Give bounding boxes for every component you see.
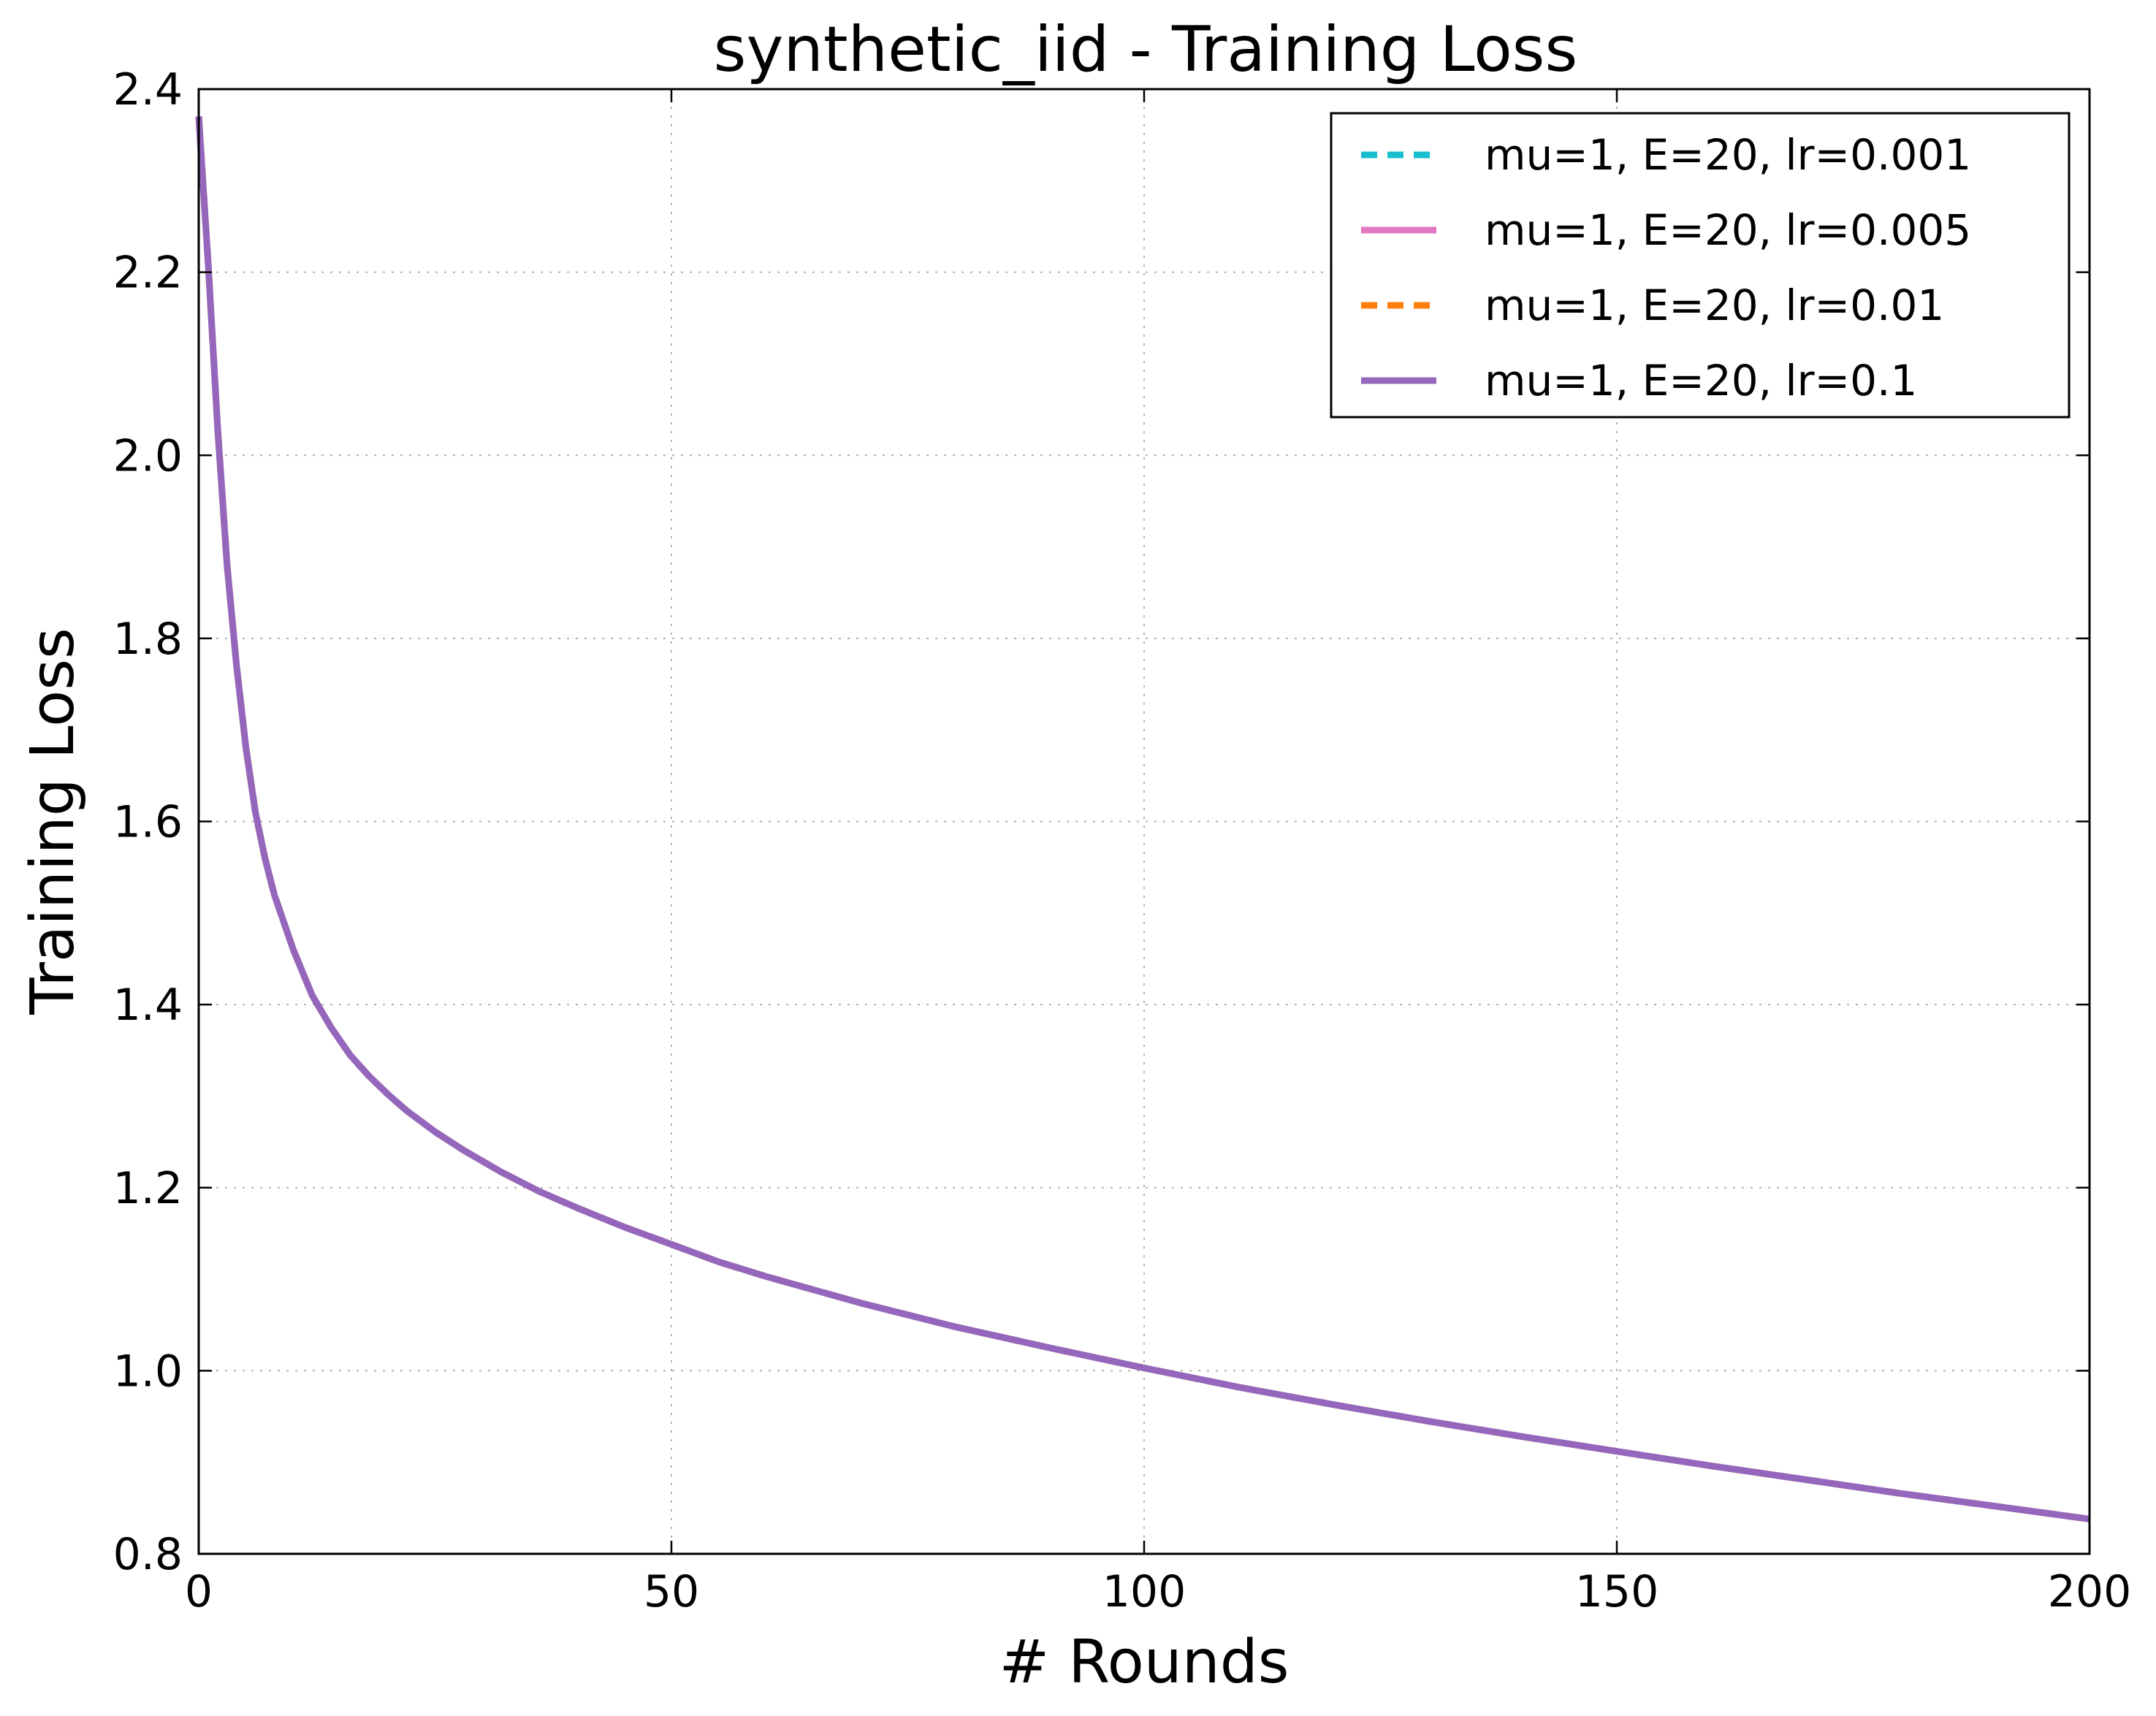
chart-title: synthetic_iid - Training Loss [714,13,1578,86]
legend-label-2: mu=1, E=20, lr=0.005 [1485,205,1971,255]
legend-label-3: mu=1, E=20, lr=0.01 [1485,281,1944,330]
x-tick-label: 0 [185,1566,213,1617]
legend: mu=1, E=20, lr=0.001 mu=1, E=20, lr=0.005… [1330,112,2071,419]
x-axis-label: # Rounds [999,1628,1290,1697]
y-tick-label: 1.8 [113,614,183,665]
x-tick-label: 200 [2048,1566,2132,1617]
legend-label-1: mu=1, E=20, lr=0.001 [1485,130,1971,180]
series-line-4 [195,116,2090,1522]
plot-series [195,116,2090,1522]
legend-box [1330,112,2071,419]
y-tick-label: 1.2 [113,1163,183,1214]
y-tick-label: 2.0 [113,430,183,481]
y-tick-label: 1.4 [113,980,183,1031]
y-tick-label: 2.4 [113,64,183,115]
y-tick-label: 1.6 [113,797,183,848]
legend-label-4: mu=1, E=20, lr=0.1 [1485,356,1917,405]
x-tick-label: 50 [644,1566,699,1617]
x-tick-label: 100 [1102,1566,1186,1617]
plot-frame [197,88,2091,1555]
axis-ticks: 0 50 100 150 200 0.8 1.0 1.2 1.4 1.6 1.8 2.0 2.2 2.4 [113,64,2132,1617]
x-tick-label: 150 [1575,1566,1659,1617]
y-tick-label: 0.8 [113,1529,183,1580]
y-tick-label: 2.2 [113,248,183,299]
y-tick-label: 1.0 [113,1346,183,1397]
y-axis-label: Training Loss [18,628,88,1015]
